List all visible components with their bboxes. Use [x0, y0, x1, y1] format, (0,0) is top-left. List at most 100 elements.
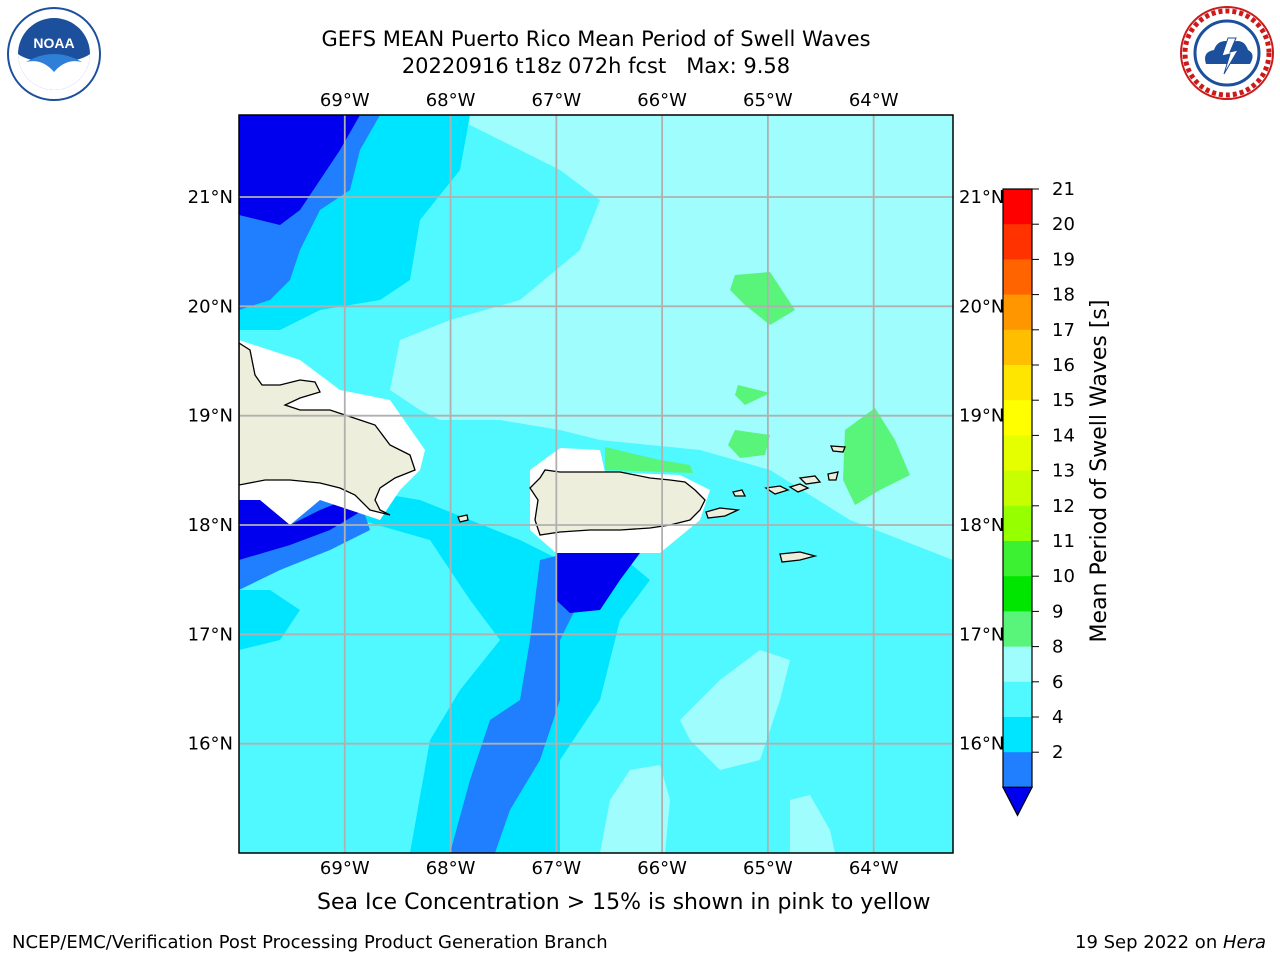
land-coastline [457, 514, 469, 523]
colorbar-segment [1003, 224, 1032, 260]
contour-c89 [390, 115, 953, 560]
colorbar-tick-label: 21 [1052, 179, 1075, 200]
colorbar-segment [1003, 576, 1032, 612]
colorbar-segment [1003, 435, 1032, 472]
land-coastline [239, 342, 416, 516]
lat-label-left: 18°N [188, 515, 233, 536]
colorbar-tick-label: 16 [1052, 355, 1075, 376]
lat-label-right: 16°N [959, 734, 1004, 755]
lat-label-left: 19°N [188, 406, 233, 427]
longitude-labels-top: 69°W 68°W 67°W 66°W 65°W 64°W [320, 90, 899, 111]
noaa-logo: NOAA [7, 7, 101, 101]
land-coastline [705, 507, 741, 519]
lon-label-top: 67°W [531, 90, 581, 111]
colorbar-tick-label: 18 [1052, 285, 1075, 306]
contour-c910 [605, 447, 693, 473]
colorbar-tick-label: 19 [1052, 249, 1075, 270]
colorbar-segment [1003, 611, 1032, 648]
colorbar-tick-label: 4 [1052, 707, 1063, 728]
lon-label-bottom: 67°W [531, 858, 581, 879]
land-coastline [798, 475, 822, 485]
colorbar-tick-label: 9 [1052, 601, 1063, 622]
colorbar-frame [1002, 188, 1033, 789]
contour-c24 [450, 555, 600, 853]
lat-label-right: 20°N [959, 296, 1004, 317]
nws-logo [1180, 6, 1274, 100]
lon-label-top: 66°W [637, 90, 687, 111]
lon-label-bottom: 68°W [426, 858, 476, 879]
land-coastline [764, 485, 790, 495]
colorbar-tick-label: 6 [1052, 672, 1063, 693]
colorbar-tick-label: 12 [1052, 496, 1075, 517]
lon-label-bottom: 64°W [849, 858, 899, 879]
colorbar-label: Mean Period of Swell Waves [s] [1087, 300, 1112, 643]
contour-c910 [843, 408, 910, 505]
lat-label-left: 17°N [188, 624, 233, 645]
colorbar-tick-label: 15 [1052, 390, 1075, 411]
lon-label-top: 65°W [743, 90, 793, 111]
colorbar-tick-label: 8 [1052, 637, 1063, 658]
contour-cu [239, 500, 360, 560]
contour-c910 [728, 430, 770, 458]
colorbar-segment [1003, 365, 1032, 401]
lat-label-left: 21°N [188, 187, 233, 208]
colorbar-segment [1003, 400, 1032, 436]
colorbar-segment [1003, 717, 1032, 753]
contour-c910 [735, 385, 770, 405]
colorbar-tick-label: 14 [1052, 425, 1075, 446]
colorbar-segment [1003, 752, 1032, 788]
contour-c910 [730, 272, 795, 325]
land-coastline [779, 551, 818, 563]
lon-label-bottom: 65°W [743, 858, 793, 879]
lat-label-left: 16°N [188, 734, 233, 755]
footer-date: 19 Sep 2022 on Hera [1075, 932, 1266, 953]
colorbar-tick-label: 2 [1052, 742, 1063, 763]
map-gridlines [239, 115, 953, 853]
colorbar: 21 20 19 18 17 16 15 14 13 12 11 10 9 8 6 4 2 [1002, 179, 1075, 817]
noaa-logo-text: NOAA [33, 35, 74, 51]
map-frame [238, 114, 954, 854]
land-coastline [732, 489, 747, 497]
land-coastline [827, 471, 839, 481]
longitude-labels-bottom: 69°W 68°W 67°W 66°W 65°W 64°W [320, 858, 899, 879]
colorbar-segment [1003, 681, 1032, 718]
colorbar-segment [1003, 329, 1032, 366]
map-title-line1: GEFS MEAN Puerto Rico Mean Period of Swe… [321, 27, 871, 51]
land-coastline [788, 483, 810, 493]
lat-label-right: 21°N [959, 187, 1004, 208]
colorbar-tick-label: 13 [1052, 461, 1075, 482]
footer-date-text: 19 Sep 2022 on [1075, 932, 1223, 953]
contour-c89 [600, 765, 670, 853]
lat-label-right: 18°N [959, 515, 1004, 536]
colorbar-segment [1003, 189, 1032, 225]
colorbar-tick-label: 20 [1052, 214, 1075, 235]
lon-label-top: 68°W [426, 90, 476, 111]
colorbar-segment [1003, 505, 1032, 542]
latitude-labels-right: 21°N 20°N 19°N 18°N 17°N 16°N [959, 187, 1004, 755]
map-title-line2: 20220916 t18z 072h fcst Max: 9.58 [401, 54, 791, 78]
latitude-labels-left: 21°N 20°N 19°N 18°N 17°N 16°N [188, 187, 233, 755]
land-coastline [830, 445, 846, 453]
footer-machine: Hera [1222, 932, 1266, 953]
lon-label-bottom: 66°W [637, 858, 687, 879]
lon-label-top: 64°W [849, 90, 899, 111]
contour-cu [556, 553, 640, 613]
colorbar-segment [1003, 470, 1032, 507]
colorbar-segment [1003, 259, 1032, 296]
lat-label-left: 20°N [188, 296, 233, 317]
swell-period-field [239, 115, 953, 853]
colorbar-segment [1003, 294, 1032, 331]
colorbar-tick-label: 11 [1052, 531, 1075, 552]
colorbar-segment [1003, 646, 1032, 683]
colorbar-segment [1003, 541, 1032, 577]
contour-c89 [680, 650, 790, 770]
contour-c89 [790, 795, 835, 853]
lon-label-top: 69°W [320, 90, 370, 111]
footer-branch: NCEP/EMC/Verification Post Processing Pr… [12, 932, 608, 953]
lat-label-right: 17°N [959, 624, 1004, 645]
colorbar-under-triangle [1002, 786, 1033, 817]
colorbar-tick-label: 17 [1052, 320, 1075, 341]
lon-label-bottom: 69°W [320, 858, 370, 879]
lat-label-right: 19°N [959, 406, 1004, 427]
